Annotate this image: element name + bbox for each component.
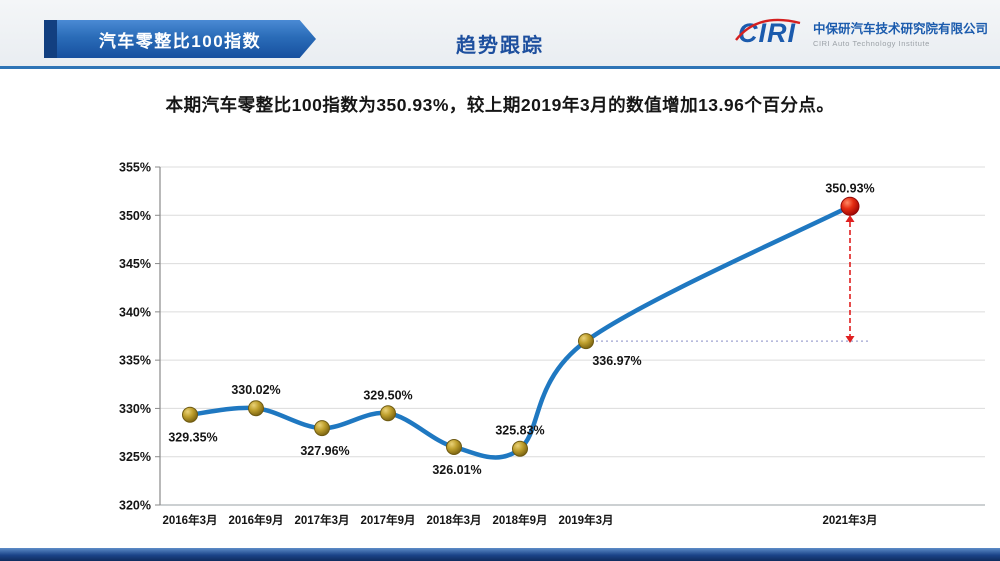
svg-text:2016年9月: 2016年9月 — [229, 513, 284, 527]
data-point-marker — [512, 440, 528, 457]
point-value-label: 325.83% — [495, 424, 544, 438]
trend-line — [187, 204, 853, 460]
point-value-label: 350.93% — [825, 181, 874, 195]
data-point-marker — [248, 400, 264, 417]
annotations — [586, 215, 870, 343]
series — [187, 204, 853, 460]
logo-swoosh-icon — [735, 18, 801, 41]
footer-bar — [0, 548, 1000, 561]
point-value-label: 327.96% — [300, 444, 349, 458]
header-bar: 汽车零整比100指数 趋势跟踪 CIRI 中保研汽车技术研究院有限公司 CIRI… — [0, 0, 1000, 69]
index-badge-label: 汽车零整比100指数 — [98, 31, 262, 51]
data-point-marker — [578, 333, 594, 350]
svg-text:320%: 320% — [119, 499, 151, 513]
svg-text:355%: 355% — [119, 161, 151, 175]
arrowhead-down — [845, 336, 855, 343]
point-value-label: 330.02% — [231, 383, 280, 397]
point-value-label: 326.01% — [432, 463, 481, 477]
svg-text:345%: 345% — [119, 257, 151, 271]
svg-text:335%: 335% — [119, 354, 151, 368]
index-badge: 汽车零整比100指数 — [44, 20, 316, 58]
axes: 320% 325% 330% 335% 340% 345% 350% 355% 2016年3月 2… — [119, 161, 877, 528]
logo-text: 中保研汽车技术研究院有限公司 CIRI Auto Technology Inst… — [813, 18, 988, 48]
markers — [182, 196, 860, 457]
headline: 本期汽车零整比100指数为350.93%，较上期2019年3月的数值增加13.9… — [165, 95, 835, 115]
svg-text:2017年3月: 2017年3月 — [295, 513, 350, 527]
svg-text:340%: 340% — [119, 305, 151, 319]
arrowhead-up — [845, 215, 855, 223]
svg-text:2021年3月: 2021年3月 — [823, 513, 878, 527]
page-title: 趋势跟踪 — [456, 35, 544, 57]
data-point-marker — [380, 405, 396, 422]
ciri-wordmark: CIRI — [737, 18, 796, 48]
svg-text:2017年9月: 2017年9月 — [361, 513, 416, 527]
value-labels: 329.35% 330.02% 327.96% 329.50% 326.01% 325.8… — [168, 181, 874, 477]
svg-text:325%: 325% — [119, 450, 151, 464]
point-value-label: 329.35% — [168, 431, 217, 445]
ciri-logo-mark: CIRI — [734, 16, 806, 50]
svg-text:350%: 350% — [119, 209, 151, 223]
point-value-label: 336.97% — [592, 354, 641, 368]
data-point-marker — [446, 438, 462, 455]
svg-text:2018年9月: 2018年9月 — [493, 513, 548, 527]
svg-text:2019年3月: 2019年3月 — [559, 513, 614, 527]
data-point-marker — [182, 406, 198, 423]
data-point-marker — [314, 420, 330, 437]
svg-text:2016年3月: 2016年3月 — [163, 513, 218, 527]
company-logo: CIRI 中保研汽车技术研究院有限公司 CIRI Auto Technology… — [734, 16, 988, 50]
company-name-en: CIRI Auto Technology Institute — [812, 39, 930, 48]
svg-text:2018年3月: 2018年3月 — [427, 513, 482, 527]
gridlines — [160, 166, 985, 506]
current-point-marker — [840, 196, 860, 216]
svg-text:330%: 330% — [119, 402, 151, 416]
point-value-label: 329.50% — [363, 388, 412, 402]
trend-line-chart: 320% 325% 330% 335% 340% 345% 350% 355% 2016年3月 2… — [119, 161, 985, 527]
company-name-cn: 中保研汽车技术研究院有限公司 — [812, 22, 988, 36]
